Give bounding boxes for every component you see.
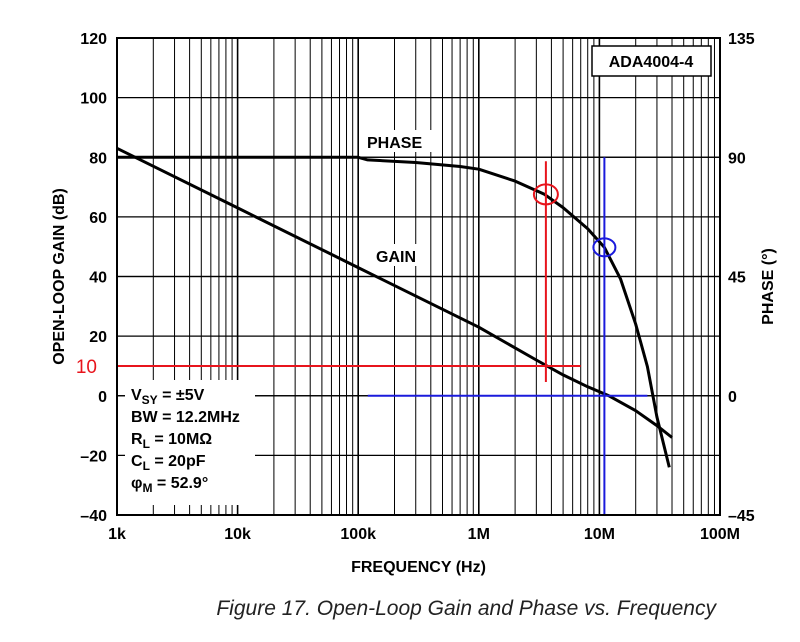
- y-left-tick-label: 120: [80, 31, 107, 48]
- condition-line: BW = 12.2MHz: [131, 409, 240, 426]
- y-right-tick-label: 135: [728, 31, 755, 48]
- y-left-tick-label: –40: [80, 508, 107, 525]
- x-tick-label: 10M: [584, 526, 615, 543]
- axis-layer: 1k 10k 100k 1M 10M 100M –40 –20 0 20 40 60 80 100 120 –…: [80, 31, 755, 543]
- phase-series-label: PHASE: [367, 135, 422, 152]
- x-tick-label: 100k: [340, 526, 376, 543]
- device-label-box: [591, 45, 712, 77]
- y-axis-left-label: OPEN-LOOP GAIN (dB): [51, 188, 68, 365]
- y-left-tick-label: 100: [80, 91, 107, 108]
- condition-line: RL = 10MΩ: [131, 431, 212, 451]
- x-tick-label: 100M: [700, 526, 740, 543]
- y-right-tick-label: 45: [728, 270, 746, 287]
- gain-series-label: GAIN: [376, 249, 416, 266]
- gain-label-background: [370, 244, 430, 266]
- y-left-tick-label: 80: [89, 150, 107, 167]
- marker-layer: [117, 157, 648, 515]
- series-layer: [116, 146, 673, 468]
- plot-frame: [116, 37, 721, 516]
- y-left-tick-label: –20: [80, 448, 107, 465]
- x-tick-label: 1k: [108, 526, 126, 543]
- y-left-tick-label: 40: [89, 270, 107, 287]
- y-right-tick-label: 0: [728, 389, 737, 406]
- red-phase-circle: [532, 183, 559, 206]
- conditions-box: [125, 380, 255, 505]
- y-left-tick-label: 60: [89, 210, 107, 227]
- x-tick-label: 1M: [468, 526, 490, 543]
- red-level-label: 10: [76, 357, 97, 378]
- x-axis-label: FREQUENCY (Hz): [351, 559, 486, 576]
- condition-line: VSY = ±5V: [131, 387, 205, 407]
- y-left-tick-label: 20: [89, 329, 107, 346]
- y-axis-right-label: PHASE (°): [760, 248, 777, 325]
- device-label: ADA4004-4: [609, 54, 694, 71]
- phase-curve: [117, 155, 671, 468]
- y-right-tick-label: 90: [728, 150, 746, 167]
- blue-phase-circle: [592, 237, 617, 258]
- gain-curve: [116, 146, 673, 439]
- phase-label-background: [362, 130, 436, 152]
- condition-line: φM = 52.9°: [131, 475, 208, 495]
- condition-line: CL = 20pF: [131, 453, 206, 473]
- figure-caption: Figure 17. Open-Loop Gain and Phase vs. …: [216, 597, 717, 620]
- y-left-tick-label: 0: [98, 389, 107, 406]
- x-tick-label: 10k: [224, 526, 251, 543]
- y-right-tick-label: –45: [728, 508, 755, 525]
